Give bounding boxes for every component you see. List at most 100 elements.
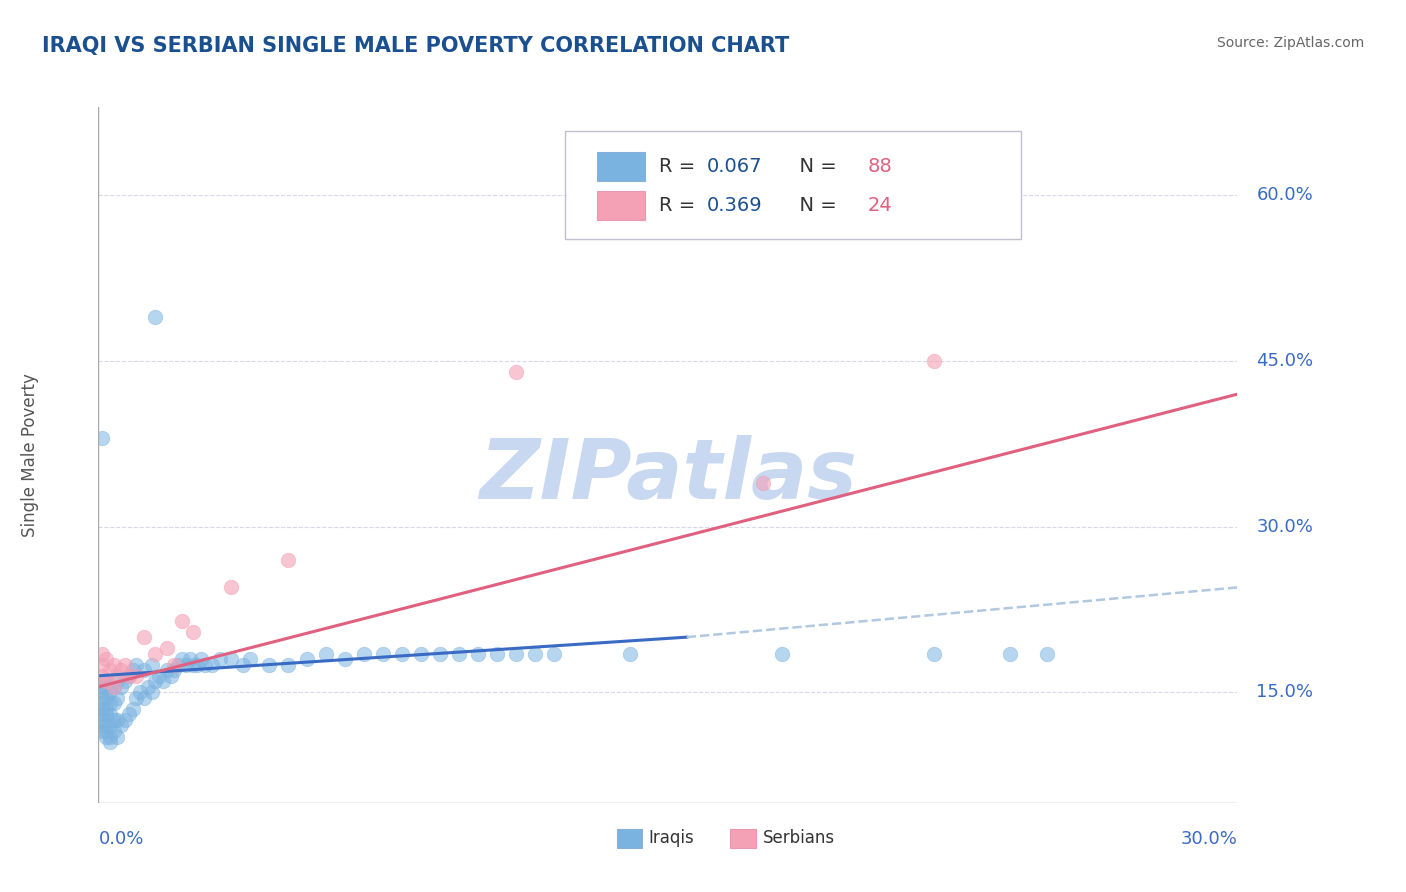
Point [98, 663, 121, 677]
Point [163, 657, 186, 672]
Text: R =: R = [659, 157, 702, 177]
Point [411, 647, 433, 661]
Point [391, 647, 413, 661]
Text: Serbians: Serbians [762, 830, 835, 847]
Text: ZIPatlas: ZIPatlas [479, 435, 856, 516]
Point [110, 718, 132, 732]
Text: 15.0%: 15.0% [1257, 683, 1313, 701]
FancyBboxPatch shape [565, 131, 1021, 239]
Point [118, 669, 141, 683]
Point [186, 657, 208, 672]
Point [183, 657, 205, 672]
Bar [617, 829, 641, 848]
Point [170, 652, 193, 666]
Point [467, 647, 489, 661]
Point [114, 674, 136, 689]
Point [94, 652, 117, 666]
Point [98, 685, 121, 699]
Point [998, 647, 1021, 661]
Point [152, 674, 174, 689]
Text: Single Male Poverty: Single Male Poverty [21, 373, 39, 537]
Point [221, 581, 243, 595]
Text: 45.0%: 45.0% [1257, 352, 1313, 370]
Point [91, 680, 114, 694]
Point [91, 718, 114, 732]
Text: N =: N = [787, 195, 844, 215]
Point [118, 707, 141, 722]
Point [103, 713, 125, 727]
Point [145, 647, 167, 661]
Point [98, 707, 121, 722]
Point [103, 657, 125, 672]
Point [107, 730, 129, 744]
Text: 60.0%: 60.0% [1257, 186, 1313, 204]
Point [94, 724, 117, 739]
Point [156, 663, 179, 677]
Point [194, 657, 217, 672]
Point [91, 690, 114, 705]
Point [94, 680, 117, 694]
Point [505, 365, 527, 379]
Point [524, 647, 547, 661]
Point [136, 680, 159, 694]
Point [145, 674, 167, 689]
Point [232, 657, 254, 672]
Point [297, 652, 319, 666]
Bar [731, 829, 755, 848]
Point [94, 702, 117, 716]
Point [91, 724, 114, 739]
Point [159, 669, 181, 683]
Point [449, 647, 471, 661]
Text: 30.0%: 30.0% [1181, 830, 1237, 848]
Point [107, 674, 129, 689]
Text: Iraqis: Iraqis [648, 830, 695, 847]
Point [91, 647, 114, 661]
Point [170, 614, 193, 628]
Point [167, 657, 190, 672]
Point [277, 553, 299, 567]
Bar [598, 191, 645, 219]
Text: 0.369: 0.369 [707, 195, 762, 215]
Point [91, 707, 114, 722]
Point [141, 657, 163, 672]
Point [91, 702, 114, 716]
Point [922, 354, 945, 368]
Text: 0.0%: 0.0% [98, 830, 143, 848]
Point [174, 657, 197, 672]
Point [156, 641, 179, 656]
Point [125, 690, 148, 705]
Point [103, 680, 125, 694]
Point [121, 663, 143, 677]
Text: Source: ZipAtlas.com: Source: ZipAtlas.com [1216, 36, 1364, 50]
Text: 0.067: 0.067 [707, 157, 762, 177]
Point [543, 647, 565, 661]
Point [114, 713, 136, 727]
Point [486, 647, 509, 661]
Point [259, 657, 281, 672]
Point [107, 690, 129, 705]
Bar [598, 153, 645, 181]
Point [103, 680, 125, 694]
Point [129, 685, 152, 699]
Point [163, 663, 186, 677]
Point [429, 647, 451, 661]
Text: 24: 24 [868, 195, 891, 215]
Point [94, 674, 117, 689]
Point [132, 630, 155, 644]
Point [121, 702, 143, 716]
Point [190, 652, 212, 666]
Point [98, 735, 121, 749]
Text: IRAQI VS SERBIAN SINGLE MALE POVERTY CORRELATION CHART: IRAQI VS SERBIAN SINGLE MALE POVERTY COR… [42, 36, 789, 55]
Point [91, 713, 114, 727]
Point [114, 657, 136, 672]
Point [94, 674, 117, 689]
Point [125, 657, 148, 672]
Point [94, 707, 117, 722]
Point [315, 647, 337, 661]
Point [132, 663, 155, 677]
Point [103, 697, 125, 711]
Point [107, 669, 129, 683]
Point [107, 713, 129, 727]
Point [335, 652, 357, 666]
Point [91, 685, 114, 699]
